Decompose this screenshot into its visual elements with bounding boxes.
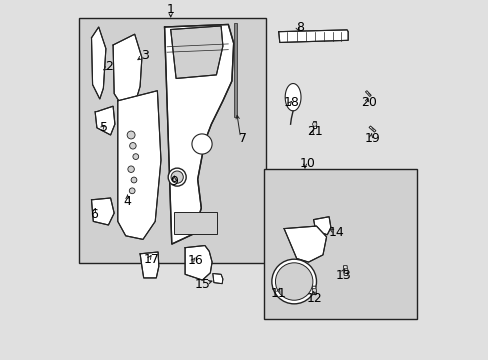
Polygon shape bbox=[312, 121, 316, 128]
Polygon shape bbox=[285, 84, 301, 111]
Circle shape bbox=[343, 268, 347, 273]
Circle shape bbox=[133, 154, 139, 159]
Polygon shape bbox=[170, 26, 223, 78]
Text: 21: 21 bbox=[306, 125, 322, 138]
Polygon shape bbox=[113, 34, 142, 112]
Text: 9: 9 bbox=[170, 175, 178, 188]
Polygon shape bbox=[365, 91, 370, 96]
Polygon shape bbox=[212, 274, 223, 284]
Polygon shape bbox=[140, 252, 159, 278]
Polygon shape bbox=[284, 226, 326, 262]
Circle shape bbox=[127, 131, 135, 139]
Text: 3: 3 bbox=[141, 49, 149, 62]
Text: 11: 11 bbox=[270, 287, 286, 300]
Circle shape bbox=[275, 263, 312, 300]
Circle shape bbox=[171, 171, 183, 183]
Polygon shape bbox=[278, 30, 347, 42]
Bar bbox=[264, 169, 416, 319]
Circle shape bbox=[312, 122, 316, 126]
Text: 1: 1 bbox=[166, 3, 174, 15]
Text: 16: 16 bbox=[188, 255, 203, 267]
Circle shape bbox=[127, 166, 134, 172]
Bar bbox=[79, 18, 265, 263]
Circle shape bbox=[168, 168, 186, 186]
Text: 2: 2 bbox=[105, 60, 113, 73]
Text: 15: 15 bbox=[195, 278, 211, 291]
Text: 12: 12 bbox=[306, 292, 322, 305]
Text: 8: 8 bbox=[296, 21, 304, 33]
Circle shape bbox=[129, 188, 135, 194]
Text: 5: 5 bbox=[100, 121, 108, 134]
Polygon shape bbox=[313, 217, 330, 235]
Circle shape bbox=[129, 143, 136, 149]
Polygon shape bbox=[368, 126, 375, 132]
Polygon shape bbox=[118, 91, 161, 239]
Text: 19: 19 bbox=[364, 132, 379, 145]
Text: 7: 7 bbox=[239, 132, 247, 145]
Polygon shape bbox=[233, 23, 237, 117]
Text: 18: 18 bbox=[284, 96, 299, 109]
Polygon shape bbox=[311, 286, 316, 294]
Circle shape bbox=[192, 134, 212, 154]
Polygon shape bbox=[164, 24, 233, 244]
Polygon shape bbox=[95, 106, 115, 135]
Text: 6: 6 bbox=[90, 208, 98, 221]
Circle shape bbox=[271, 259, 316, 304]
Text: 17: 17 bbox=[143, 253, 159, 266]
Text: 14: 14 bbox=[328, 226, 344, 239]
Text: 10: 10 bbox=[299, 157, 315, 170]
Text: 4: 4 bbox=[123, 195, 131, 208]
Polygon shape bbox=[91, 27, 106, 99]
Polygon shape bbox=[91, 198, 114, 225]
Circle shape bbox=[131, 177, 137, 183]
Circle shape bbox=[311, 288, 316, 293]
Polygon shape bbox=[343, 266, 347, 275]
Text: 13: 13 bbox=[335, 269, 351, 282]
Text: 20: 20 bbox=[360, 96, 376, 109]
Polygon shape bbox=[185, 246, 212, 280]
Bar bbox=[174, 212, 216, 234]
